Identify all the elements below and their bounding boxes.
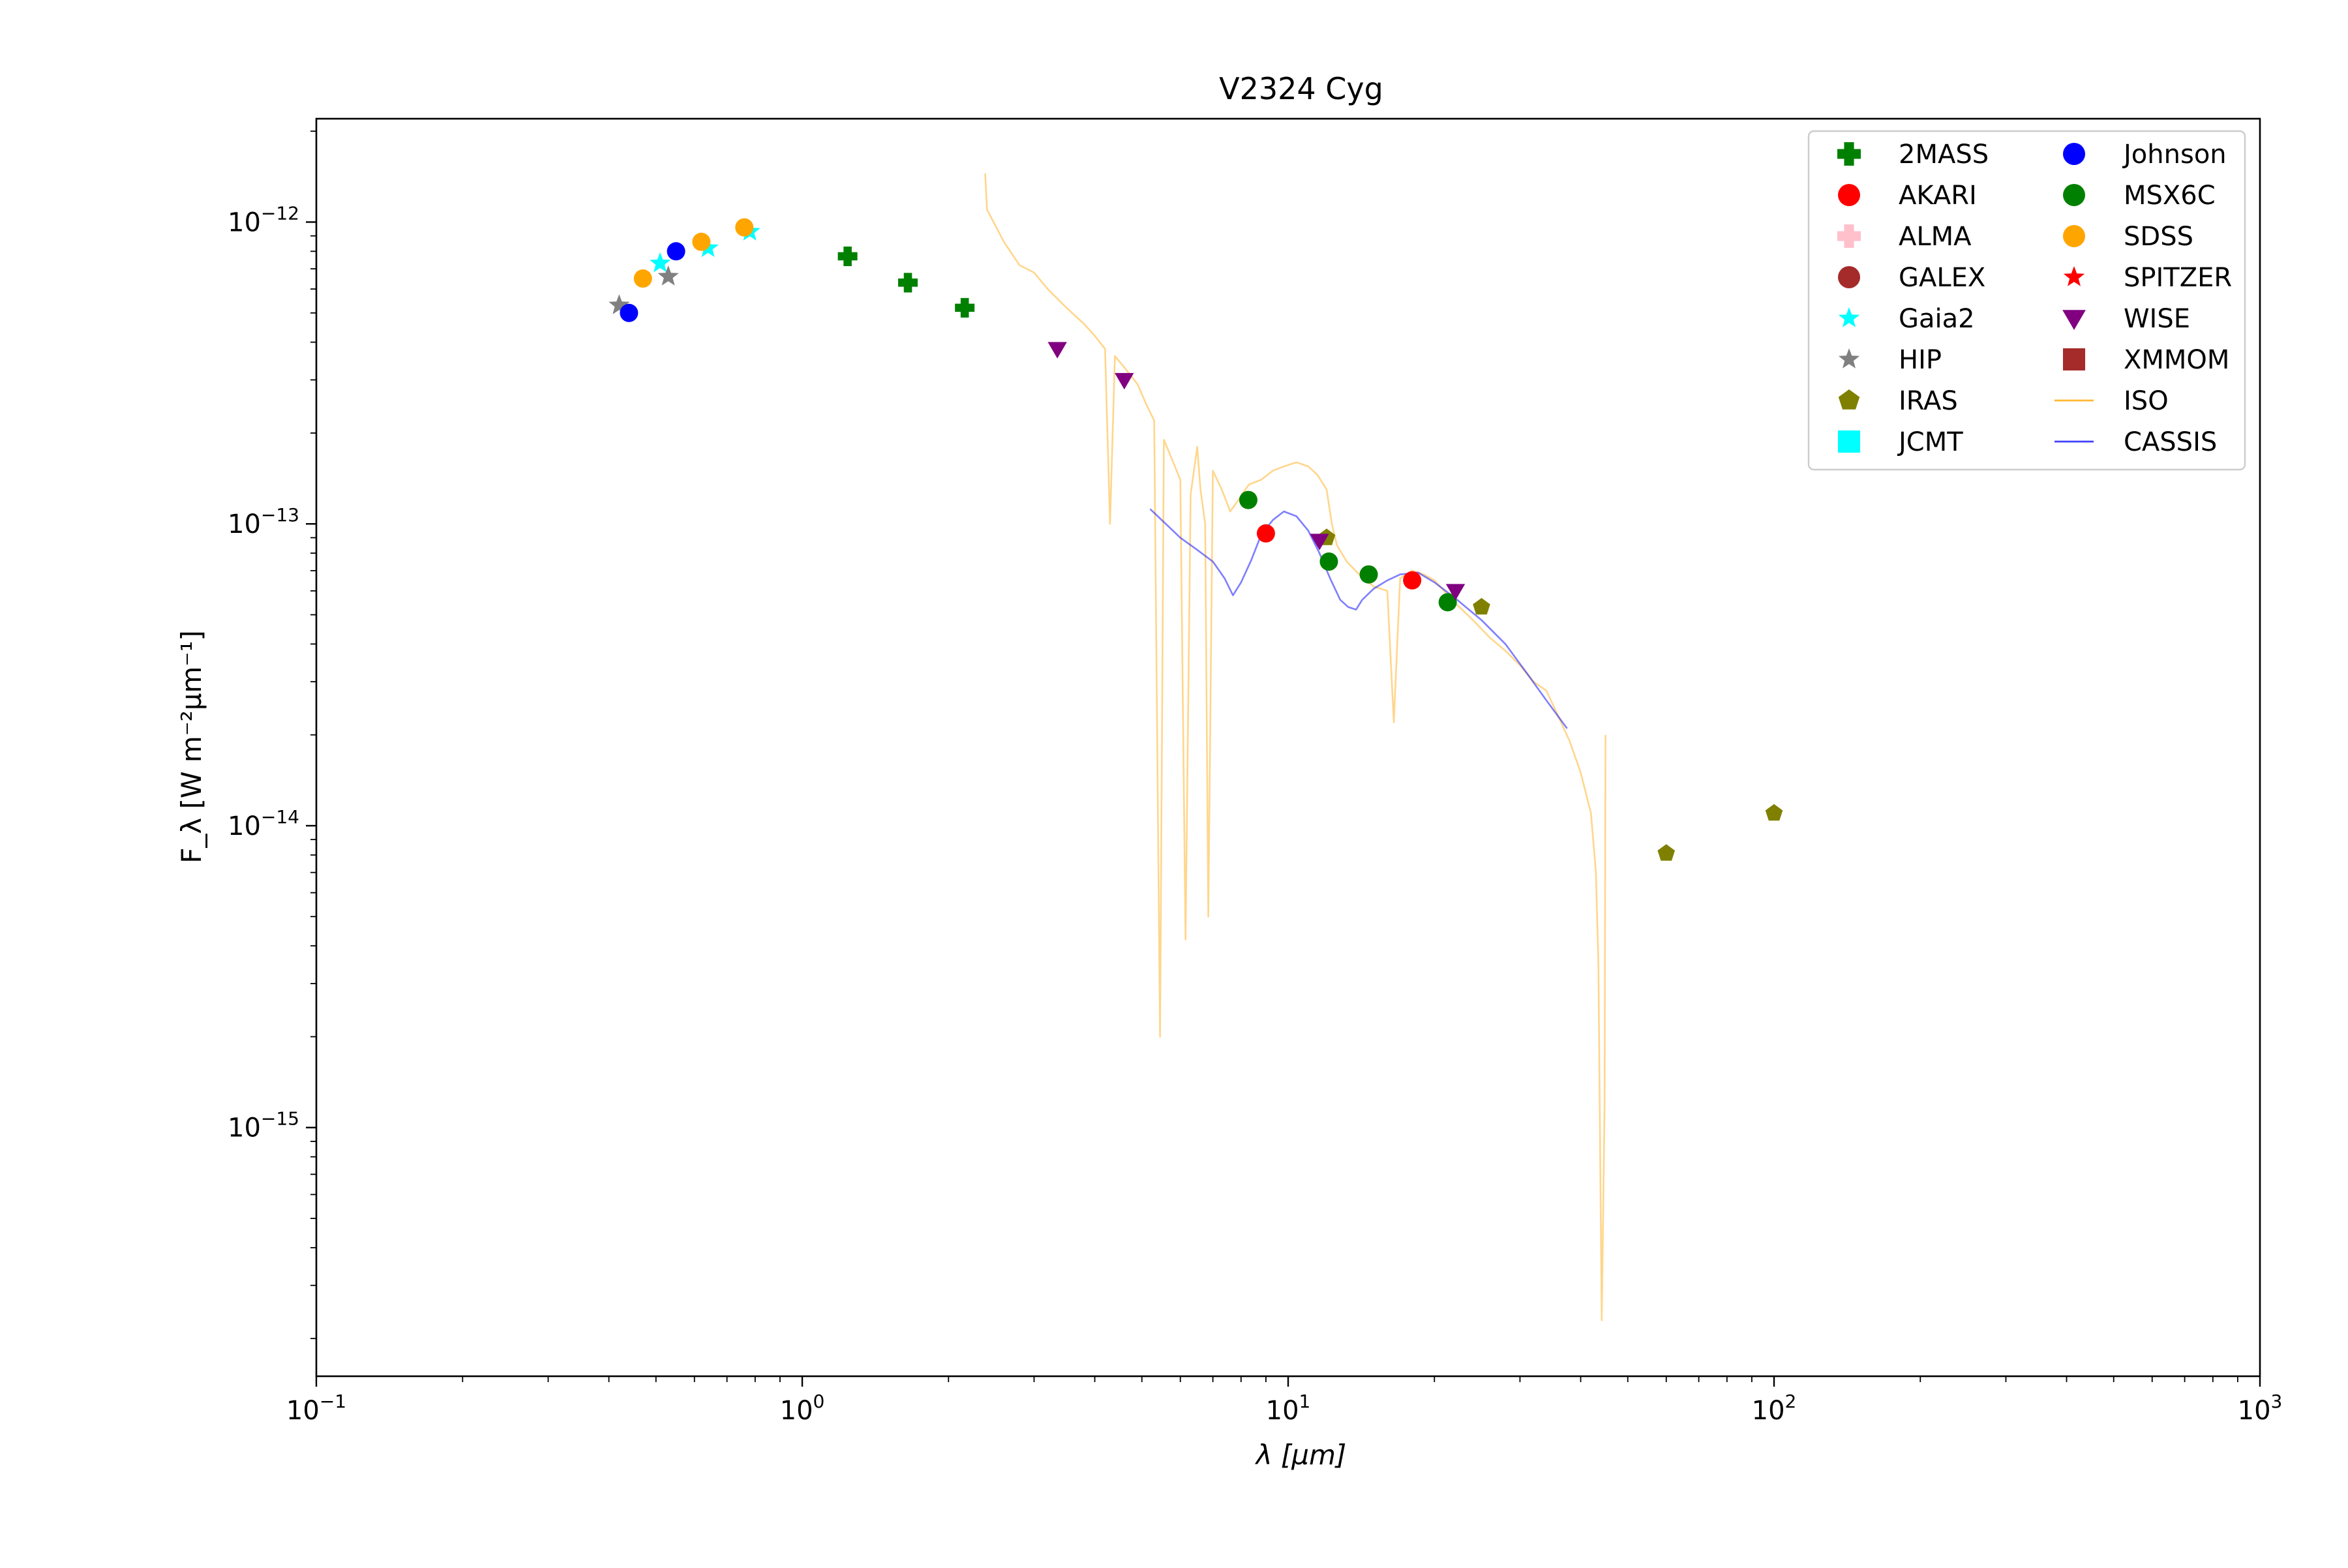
johnson-point-1 bbox=[620, 303, 639, 322]
legend-entry-spitzer: SPITZER bbox=[2063, 263, 2232, 293]
msx6c-point-3 bbox=[1359, 565, 1378, 584]
wise-point-3 bbox=[1310, 534, 1329, 550]
legend-label-gaia2: Gaia2 bbox=[1899, 304, 1975, 334]
y-tick-label-4: 10−12 bbox=[228, 202, 299, 237]
legend-label-iras: IRAS bbox=[1899, 386, 1958, 416]
wise-point-4 bbox=[1445, 584, 1466, 601]
legend-marker-galex bbox=[1838, 266, 1860, 288]
legend-entry-iras: IRAS bbox=[1838, 386, 1958, 416]
legend-entry-gaia2: Gaia2 bbox=[1838, 304, 1975, 334]
legend-entry-cassis: CASSIS bbox=[2054, 427, 2217, 457]
x-tick-label-5: 103 bbox=[2238, 1391, 2283, 1426]
iras-point-3 bbox=[1657, 844, 1675, 861]
legend-marker-hip bbox=[1838, 348, 1860, 369]
msx6c-point-4 bbox=[1438, 593, 1457, 612]
legend-label-akari: AKARI bbox=[1899, 181, 1977, 211]
legend-entry-iso: ISO bbox=[2054, 386, 2169, 416]
2mass-point-2 bbox=[898, 273, 918, 293]
legend-entry-alma: ALMA bbox=[1837, 222, 1972, 252]
legend-marker-2mass bbox=[1837, 142, 1861, 166]
x-axis-label: λ [μm] bbox=[1255, 1439, 1347, 1471]
legend-entry-hip: HIP bbox=[1838, 345, 1942, 375]
legend-label-hip: HIP bbox=[1899, 345, 1942, 375]
legend-marker-jcmt bbox=[1838, 430, 1860, 453]
legend-entry-sdss: SDSS bbox=[2063, 222, 2193, 252]
legend-box bbox=[1807, 130, 2246, 471]
wise-point-2 bbox=[1115, 372, 1134, 390]
x-tick-label-4: 102 bbox=[1752, 1391, 1797, 1426]
wise-point-1 bbox=[1047, 342, 1067, 359]
iras-point-2 bbox=[1473, 597, 1490, 615]
y-tick-label-3: 10−13 bbox=[228, 504, 299, 539]
legend-label-alma: ALMA bbox=[1899, 222, 1972, 252]
legend-marker-spitzer bbox=[2063, 266, 2085, 286]
plot-area bbox=[609, 173, 1783, 1321]
legend-entry-galex: GALEX bbox=[1838, 263, 1985, 293]
legend-label-2mass: 2MASS bbox=[1899, 140, 1989, 170]
legend-marker-wise bbox=[2062, 310, 2086, 330]
legend-label-sdss: SDSS bbox=[2124, 222, 2193, 252]
sdss-point-1 bbox=[633, 269, 652, 288]
legend-label-johnson: Johnson bbox=[2122, 140, 2227, 170]
legend-marker-akari bbox=[1838, 184, 1860, 206]
y-axis-label: F_λ [W m⁻²μm⁻¹] bbox=[175, 630, 207, 864]
legend-marker-gaia2 bbox=[1838, 307, 1860, 327]
legend-label-cassis: CASSIS bbox=[2124, 427, 2217, 457]
legend-entry-johnson: Johnson bbox=[2063, 140, 2227, 170]
msx6c-point-2 bbox=[1319, 552, 1338, 571]
iras-point-4 bbox=[1765, 804, 1783, 821]
legend-label-msx6c: MSX6C bbox=[2124, 181, 2216, 211]
legend-marker-sdss bbox=[2063, 225, 2085, 247]
hip-point-2 bbox=[657, 265, 679, 286]
akari-point-1 bbox=[1256, 524, 1275, 543]
legend-label-xmmom: XMMOM bbox=[2124, 345, 2229, 375]
legend-marker-iras bbox=[1838, 389, 1860, 410]
legend-label-wise: WISE bbox=[2124, 304, 2190, 334]
y-tick-label-1: 10−15 bbox=[228, 1108, 299, 1143]
sdss-point-3 bbox=[735, 218, 754, 237]
2mass-point-1 bbox=[837, 246, 858, 266]
legend-entry-msx6c: MSX6C bbox=[2063, 181, 2216, 211]
legend-marker-msx6c bbox=[2063, 184, 2085, 206]
legend-marker-alma bbox=[1837, 224, 1861, 248]
hip-point-1 bbox=[609, 294, 630, 314]
legend: 2MASS AKARI ALMA GALEX Gaia2 HIP IRAS JCMT Johns… bbox=[1807, 130, 2246, 471]
legend-label-galex: GALEX bbox=[1899, 263, 1985, 293]
axes: 10−1 100 101 102 103 10−15 10−14 10−13 10−12 bbox=[228, 117, 2283, 1426]
legend-entry-akari: AKARI bbox=[1838, 181, 1977, 211]
y-tick-label-2: 10−14 bbox=[228, 806, 299, 841]
2mass-point-3 bbox=[955, 297, 975, 318]
x-tick-label-1: 10−1 bbox=[286, 1391, 346, 1426]
legend-label-spitzer: SPITZER bbox=[2124, 263, 2232, 293]
legend-entry-wise: WISE bbox=[2062, 304, 2190, 334]
legend-label-jcmt: JCMT bbox=[1897, 427, 1963, 457]
sdss-point-2 bbox=[692, 232, 711, 251]
legend-entry-2mass: 2MASS bbox=[1837, 140, 1989, 170]
johnson-point-2 bbox=[667, 242, 685, 261]
gaia2-point-1 bbox=[650, 252, 671, 273]
legend-label-iso: ISO bbox=[2124, 386, 2169, 416]
legend-entry-jcmt: JCMT bbox=[1838, 427, 1963, 457]
akari-point-2 bbox=[1403, 571, 1422, 590]
x-tick-label-3: 101 bbox=[1266, 1391, 1311, 1426]
legend-marker-xmmom bbox=[2063, 348, 2085, 370]
legend-marker-johnson bbox=[2063, 143, 2085, 165]
legend-entry-xmmom: XMMOM bbox=[2063, 345, 2229, 375]
iso-spectrum-line bbox=[984, 173, 1606, 1321]
chart-title: V2324 Cyg bbox=[1219, 71, 1383, 106]
x-tick-label-2: 100 bbox=[780, 1391, 825, 1426]
msx6c-point-1 bbox=[1239, 490, 1257, 509]
